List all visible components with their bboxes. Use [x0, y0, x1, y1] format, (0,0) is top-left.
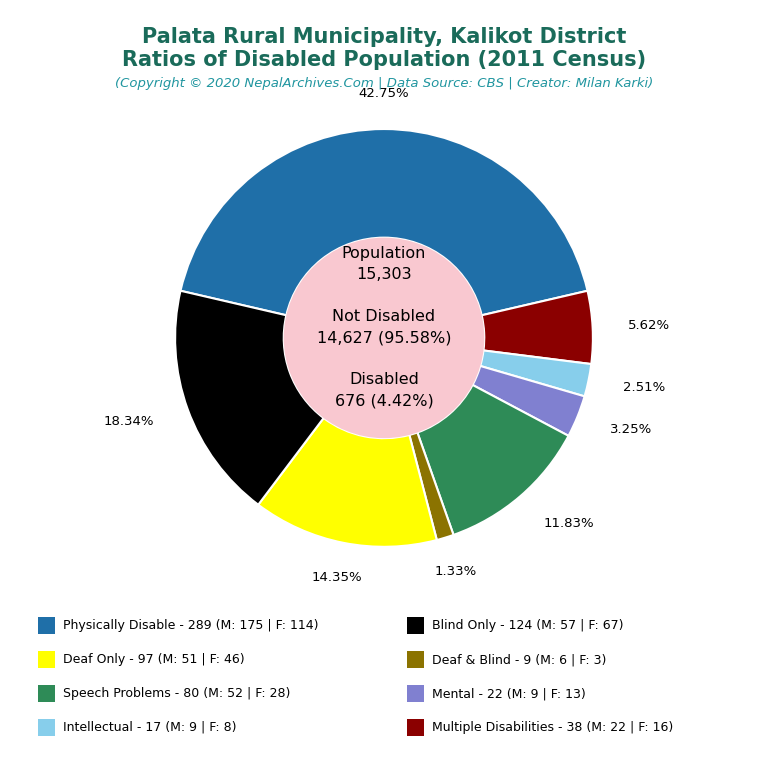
- Text: Multiple Disabilities - 38 (M: 22 | F: 16): Multiple Disabilities - 38 (M: 22 | F: 1…: [432, 721, 673, 733]
- Text: 14.35%: 14.35%: [311, 571, 362, 584]
- Text: Deaf & Blind - 9 (M: 6 | F: 3): Deaf & Blind - 9 (M: 6 | F: 3): [432, 654, 606, 666]
- Circle shape: [283, 237, 485, 439]
- Text: 11.83%: 11.83%: [544, 517, 594, 530]
- Text: 1.33%: 1.33%: [435, 565, 477, 578]
- Text: Blind Only - 124 (M: 57 | F: 67): Blind Only - 124 (M: 57 | F: 67): [432, 620, 623, 632]
- Wedge shape: [409, 432, 454, 540]
- Text: 3.25%: 3.25%: [611, 423, 653, 436]
- Text: Speech Problems - 80 (M: 52 | F: 28): Speech Problems - 80 (M: 52 | F: 28): [63, 687, 290, 700]
- Wedge shape: [175, 291, 323, 505]
- Text: 42.75%: 42.75%: [359, 87, 409, 100]
- Wedge shape: [480, 350, 591, 396]
- Text: 18.34%: 18.34%: [104, 415, 154, 428]
- Text: Palata Rural Municipality, Kalikot District: Palata Rural Municipality, Kalikot Distr…: [142, 27, 626, 47]
- Text: (Copyright © 2020 NepalArchives.Com | Data Source: CBS | Creator: Milan Karki): (Copyright © 2020 NepalArchives.Com | Da…: [115, 77, 653, 90]
- Text: Ratios of Disabled Population (2011 Census): Ratios of Disabled Population (2011 Cens…: [122, 50, 646, 70]
- Text: Mental - 22 (M: 9 | F: 13): Mental - 22 (M: 9 | F: 13): [432, 687, 585, 700]
- Wedge shape: [417, 385, 568, 535]
- Text: Population
15,303

Not Disabled
14,627 (95.58%)

Disabled
676 (4.42%): Population 15,303 Not Disabled 14,627 (9…: [316, 247, 452, 409]
- Text: 2.51%: 2.51%: [624, 381, 666, 394]
- Text: Physically Disable - 289 (M: 175 | F: 114): Physically Disable - 289 (M: 175 | F: 11…: [63, 620, 319, 632]
- Wedge shape: [482, 291, 593, 364]
- Wedge shape: [472, 366, 584, 436]
- Text: Intellectual - 17 (M: 9 | F: 8): Intellectual - 17 (M: 9 | F: 8): [63, 721, 237, 733]
- Wedge shape: [180, 129, 588, 316]
- Wedge shape: [258, 418, 437, 547]
- Text: Deaf Only - 97 (M: 51 | F: 46): Deaf Only - 97 (M: 51 | F: 46): [63, 654, 244, 666]
- Text: 5.62%: 5.62%: [628, 319, 670, 332]
